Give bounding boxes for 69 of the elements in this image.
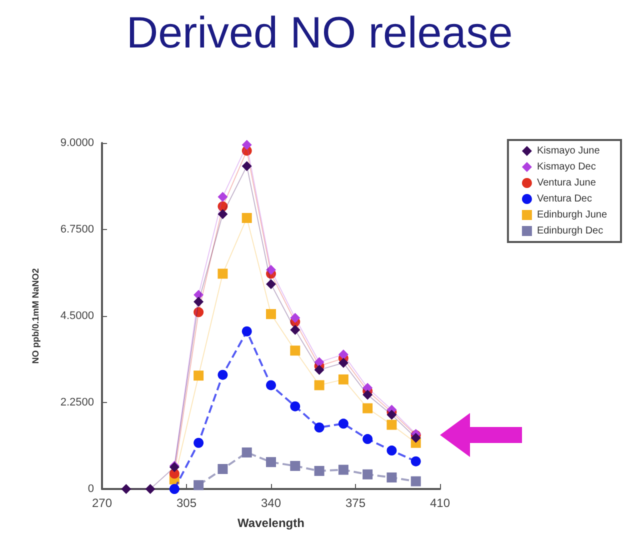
point xyxy=(242,140,252,150)
point xyxy=(169,484,180,494)
point xyxy=(121,484,132,494)
point xyxy=(290,401,300,412)
y-tick-label: 2.2500 xyxy=(60,396,94,408)
x-tick-label: 375 xyxy=(345,496,366,510)
point xyxy=(218,370,228,380)
point xyxy=(218,209,228,220)
y-tick-label: 6.7500 xyxy=(60,224,94,236)
point xyxy=(194,480,204,490)
point xyxy=(338,374,348,384)
point xyxy=(290,346,300,356)
point xyxy=(145,484,156,494)
point xyxy=(218,201,228,212)
point xyxy=(410,432,421,443)
point xyxy=(218,464,228,474)
point xyxy=(266,457,276,468)
point xyxy=(362,434,373,444)
x-tick-label: 340 xyxy=(260,496,282,510)
legend-label: Ventura Dec xyxy=(536,194,592,204)
point xyxy=(314,422,324,432)
chart-title: Derived NO release xyxy=(126,8,513,58)
legend-label: Edinburgh June xyxy=(536,210,608,220)
point xyxy=(266,264,276,275)
point xyxy=(338,358,348,368)
point xyxy=(218,268,228,279)
y-axis-title: NO ppb/0.1mM NaNO2 xyxy=(30,268,40,364)
point xyxy=(410,476,421,486)
point xyxy=(314,380,324,390)
point xyxy=(266,279,276,290)
point xyxy=(410,456,421,466)
y-tick-label: 9.0000 xyxy=(60,137,94,149)
point xyxy=(386,446,397,456)
legend-label: Ventura June xyxy=(536,178,596,188)
point xyxy=(290,324,300,335)
point xyxy=(338,464,348,475)
point xyxy=(242,326,252,336)
point xyxy=(242,212,252,223)
point xyxy=(314,466,324,476)
point xyxy=(266,309,276,320)
x-axis-title: Wavelength xyxy=(238,516,304,530)
legend-label: Edinburgh Dec xyxy=(536,226,604,236)
point xyxy=(386,420,397,430)
x-tick-label: 410 xyxy=(430,496,450,510)
point xyxy=(362,390,373,400)
point xyxy=(290,460,300,471)
x-tick-label: 305 xyxy=(176,496,197,510)
point xyxy=(290,312,300,323)
point xyxy=(362,403,373,414)
point xyxy=(194,307,204,318)
point xyxy=(338,418,348,429)
point xyxy=(194,296,204,307)
point xyxy=(194,438,204,448)
point xyxy=(314,357,324,368)
x-tick-label: 270 xyxy=(92,496,112,510)
point xyxy=(314,364,324,375)
point xyxy=(386,472,397,482)
point xyxy=(218,192,228,202)
point xyxy=(362,469,373,480)
legend-label: Kismayo Dec xyxy=(536,162,596,172)
y-tick-label: 4.5000 xyxy=(60,310,94,322)
point xyxy=(242,161,252,172)
y-tick-label: 0 xyxy=(88,483,94,495)
point xyxy=(386,410,397,420)
point xyxy=(266,380,276,390)
point xyxy=(242,447,252,458)
point xyxy=(338,349,348,360)
point xyxy=(194,370,204,381)
legend-label: Kismayo June xyxy=(536,146,600,156)
